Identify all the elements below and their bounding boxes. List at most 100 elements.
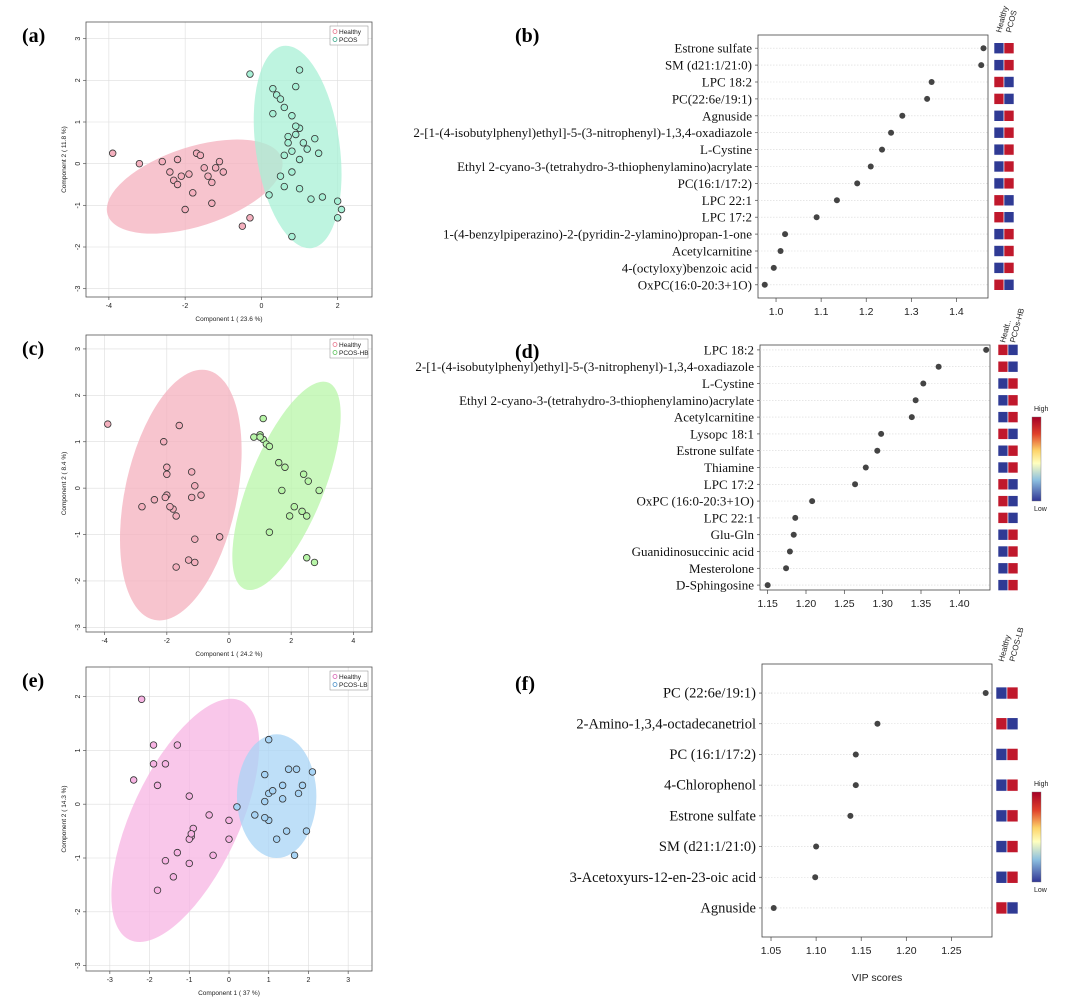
data-point-pcos-lb	[284, 765, 293, 773]
legend-entry: Healthy	[339, 674, 362, 681]
data-point-healthy	[161, 493, 169, 502]
data-point-healthy	[205, 811, 213, 819]
data-point-pcos-lb	[292, 765, 301, 773]
tick-label-x: -4	[102, 638, 108, 645]
vip-point	[761, 281, 768, 288]
tick-label-y: 2	[75, 393, 82, 397]
data-point-pcos	[280, 103, 288, 112]
data-point-pcos	[276, 95, 285, 103]
tick-label-y: -2	[75, 244, 82, 250]
vip-plot-f: PC (22:6e/19:1) 2-Amino-1,3,4-octadecanet…	[570, 626, 1049, 984]
data-point-pcos-hb	[259, 414, 267, 423]
data-point-pcos	[333, 214, 342, 222]
vip-point	[770, 904, 777, 911]
data-point-healthy	[191, 558, 199, 567]
data-point-pcos	[269, 84, 277, 93]
data-point-healthy	[104, 420, 112, 428]
vip-point	[980, 45, 987, 52]
data-point-pcos-hb	[278, 486, 286, 495]
legend-entry: Healthy	[339, 29, 362, 36]
data-point-pcos	[311, 134, 319, 143]
data-point-healthy	[225, 816, 233, 825]
data-point-pcos-lb	[265, 735, 273, 744]
heatmap-cell-high	[1007, 579, 1019, 591]
legend-entry: PCOS-HB	[339, 350, 369, 357]
metabolite-label: Agnuside	[700, 900, 756, 916]
data-point-healthy	[166, 168, 174, 176]
metabolite-label: LPC 22:1	[702, 193, 752, 208]
data-point-pcos-lb	[290, 851, 299, 860]
data-point-healthy	[185, 792, 193, 800]
data-point-healthy	[153, 781, 162, 790]
legend-marker	[332, 37, 338, 42]
legend-entry: PCOS	[339, 37, 358, 44]
heatmap-cell-high	[1003, 110, 1015, 122]
data-point-pcos-hb	[315, 486, 323, 495]
panel-label-f: (f)	[515, 673, 535, 695]
vip-point	[764, 582, 771, 589]
data-point-pcos	[276, 172, 285, 180]
vip-point	[928, 79, 935, 85]
heatmap-cell-low	[1006, 901, 1019, 915]
data-point-healthy	[160, 438, 168, 446]
heatmap-cell-low	[995, 686, 1008, 700]
legend-box	[329, 338, 369, 359]
data-point-healthy	[238, 222, 247, 230]
data-point-healthy	[153, 886, 162, 894]
vip-point	[782, 231, 789, 238]
vip-point	[813, 843, 820, 850]
metabolite-label: SM (d21:1/21:0)	[665, 58, 752, 73]
heatmap-cell-low	[1006, 717, 1019, 731]
heatmap-cell-high	[1003, 177, 1015, 190]
data-point-healthy	[138, 503, 146, 511]
data-point-pcos	[269, 109, 277, 118]
heatmap-cell-high	[1003, 160, 1015, 173]
heatmap-cell-low	[997, 411, 1009, 423]
data-point-pcos	[292, 82, 300, 91]
tick-label-y: -1	[75, 202, 82, 208]
data-point-healthy	[161, 760, 170, 768]
confidence-ellipse-pcos-hb	[232, 381, 341, 591]
data-point-healthy	[173, 741, 182, 749]
vip-point	[790, 531, 797, 538]
metabolite-label: 2-Amino-1,3,4-octadecanetriol	[576, 716, 756, 732]
data-point-pcos-lb	[298, 781, 307, 790]
metabolite-label: L-Cystine	[702, 376, 754, 391]
tick-label-x: 3	[346, 977, 350, 984]
vip-plot-d: LPC 18:2 2-[1-(4-isobutylphenyl)ethyl]-5-…	[415, 307, 1048, 610]
data-point-pcos	[288, 112, 296, 120]
tick-label-x: 2	[289, 638, 293, 645]
metabolite-label: Lysopc 18:1	[690, 426, 754, 441]
data-point-pcos	[295, 66, 304, 74]
plot-frame	[85, 21, 373, 298]
heatmap-cell-high	[1003, 262, 1015, 274]
y-axis-title: Component 2 ( 11.8 %)	[61, 126, 68, 193]
data-point-pcos	[295, 155, 304, 164]
tick-label-y: 0	[75, 162, 82, 166]
pca-plot-e: -3 -2 -1 0 1 2 3 -3 -2 -1 0 1 2 Component 1 ( 37 %) Co…	[61, 666, 373, 997]
heatmap-cell-low	[997, 444, 1009, 457]
vip-point	[847, 812, 854, 819]
data-point-healthy	[172, 563, 180, 571]
data-point-healthy	[150, 496, 159, 504]
heatmap-cell-low	[997, 545, 1009, 558]
heatmap-cell-low	[993, 177, 1005, 190]
panel-label-c: (c)	[22, 338, 44, 360]
tick-label-x: 2	[306, 977, 310, 984]
tick-label-x: 1.10	[806, 945, 827, 957]
tick-label-x: 1.20	[796, 598, 817, 610]
tick-label-y: 2	[75, 78, 82, 82]
data-point-pcos-lb	[278, 781, 287, 790]
metabolite-label: SM (d21:1/21:0)	[659, 839, 756, 855]
data-point-healthy	[208, 178, 216, 187]
metabolite-label: 2-[1-(4-isobutylphenyl)ethyl]-5-(3-nitro…	[413, 125, 752, 140]
metabolite-label: Guanidinosuccinic acid	[632, 544, 755, 559]
heatmap-cell-low	[995, 778, 1008, 792]
data-point-pcos-hb	[299, 470, 308, 478]
legend-box	[329, 25, 369, 46]
tick-label-y: -1	[75, 531, 82, 537]
data-point-healthy	[187, 493, 196, 502]
metabolite-label: Estrone sulfate	[676, 443, 754, 458]
tick-label-x: 1.35	[911, 598, 932, 610]
data-point-pcos-hb	[265, 528, 274, 536]
